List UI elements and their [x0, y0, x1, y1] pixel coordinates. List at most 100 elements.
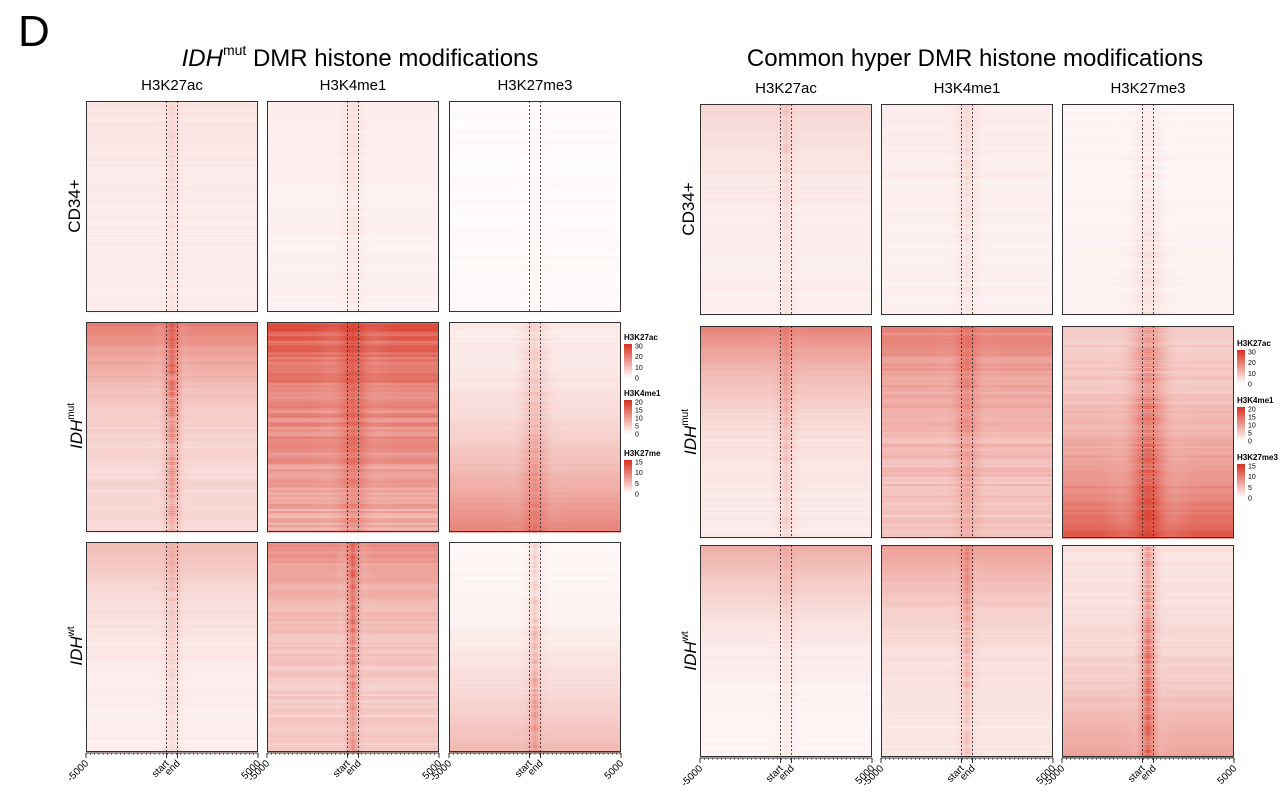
heatmap-center-strip	[700, 216, 872, 220]
heatmap-center-strip	[881, 216, 1053, 220]
heatmap-center-strip	[700, 636, 872, 640]
heatmap-center-strip	[1062, 377, 1234, 381]
heatmap-row-strip	[449, 218, 621, 222]
heatmap-center-strip	[1062, 235, 1234, 239]
heatmap-center-strip	[86, 101, 258, 104]
heatmap-center-strip	[86, 192, 258, 196]
heatmap-center-strip	[86, 558, 258, 562]
heatmap-row-strip	[267, 260, 439, 264]
heatmap-center-strip	[1062, 705, 1234, 709]
heatmap-center-strip	[700, 401, 872, 405]
heatmap-center-strip	[1062, 249, 1234, 253]
heatmap-center-strip	[86, 394, 258, 398]
heatmap-row-strip	[449, 173, 621, 177]
heatmap-center-strip	[700, 651, 872, 654]
heatmap-center-strip	[700, 150, 872, 154]
heatmap-panel-1-1-0	[700, 326, 872, 539]
heatmap-center-strip	[449, 560, 621, 564]
heatmap-row-strip	[449, 262, 621, 266]
heatmap-center-strip	[267, 406, 439, 409]
heatmap-center-strip	[267, 215, 439, 219]
heatmap-center-strip	[449, 747, 621, 751]
heatmap-center-strip	[267, 431, 439, 435]
heatmap-center-strip	[700, 716, 872, 720]
legend-tick-label: 10	[1248, 474, 1256, 481]
heatmap-center-strip	[449, 724, 621, 727]
heatmap-center-strip	[267, 157, 439, 161]
heatmap-center-strip	[267, 378, 439, 381]
heatmap-row-strip	[267, 300, 439, 304]
heatmap-center-strip	[700, 580, 872, 584]
heatmap-center-strip	[86, 385, 258, 388]
heatmap-center-strip	[1062, 613, 1234, 617]
heatmap-center-strip	[700, 160, 872, 164]
heatmap-center-strip	[267, 747, 439, 751]
heatmap-center-strip	[881, 104, 1053, 107]
heatmap-row-strip	[1062, 179, 1234, 182]
heatmap-center-strip	[449, 331, 621, 335]
heatmap-center-strip	[700, 486, 872, 490]
heatmap-row-strip	[267, 108, 439, 111]
heatmap-center-strip	[881, 125, 1053, 129]
right-col-label-h3k4me1: H3K4me1	[933, 80, 1001, 97]
heatmap-center-strip	[881, 335, 1053, 339]
heatmap-center-strip	[700, 169, 872, 173]
legend-tick-label: 0	[635, 376, 639, 383]
heatmap-center-strip	[449, 731, 621, 734]
heatmap-center-strip	[881, 523, 1053, 527]
heatmap-center-strip	[449, 366, 621, 370]
heatmap-center-strip	[1062, 674, 1234, 678]
heatmap-center-strip	[86, 194, 258, 198]
heatmap-center-strip	[1062, 298, 1234, 302]
heatmap-center-strip	[86, 300, 258, 304]
heatmap-center-strip	[700, 377, 872, 381]
heatmap-center-strip	[1062, 587, 1234, 591]
heatmap-center-strip	[1062, 639, 1234, 643]
heatmap-center-strip	[881, 745, 1053, 749]
heatmap-row-strip	[449, 101, 621, 104]
heatmap-center-strip	[700, 505, 872, 508]
heatmap-center-strip	[449, 361, 621, 365]
heatmap-center-strip	[267, 389, 439, 393]
heatmap-center-strip	[700, 256, 872, 260]
heatmap-center-strip	[86, 494, 258, 498]
heatmap-center-strip	[881, 728, 1053, 732]
heatmap-center-strip	[1062, 417, 1234, 421]
heatmap-center-strip	[700, 601, 872, 605]
heatmap-row-strip	[449, 201, 621, 205]
heatmap-center-strip	[881, 232, 1053, 236]
heatmap-center-strip	[881, 389, 1053, 393]
heatmap-center-strip	[267, 364, 439, 367]
heatmap-center-strip	[881, 707, 1053, 711]
heatmap-center-strip	[1062, 502, 1234, 506]
heatmap-center-strip	[881, 143, 1053, 147]
heatmap-row-strip	[267, 244, 439, 247]
heatmap-center-strip	[881, 693, 1053, 697]
heatmap-center-strip	[86, 712, 258, 716]
heatmap-center-strip	[1062, 384, 1234, 388]
heatmap-center-strip	[881, 613, 1053, 617]
heatmap-center-strip	[267, 380, 439, 384]
heatmap-center-strip	[881, 193, 1053, 197]
heatmap-center-strip	[881, 401, 1053, 405]
heatmap-center-strip	[86, 691, 258, 695]
heatmap-center-strip	[881, 209, 1053, 213]
heatmap-center-strip	[881, 669, 1053, 673]
heatmap-center-strip	[1062, 479, 1234, 483]
heatmap-center-strip	[1062, 225, 1234, 229]
heatmap-center-strip	[881, 460, 1053, 464]
heatmap-center-strip	[449, 427, 621, 430]
heatmap-center-strip	[449, 663, 621, 667]
heatmap-center-strip	[86, 651, 258, 655]
heatmap-center-strip	[267, 698, 439, 702]
heatmap-center-strip	[86, 290, 258, 294]
heatmap-center-strip	[1062, 333, 1234, 337]
legend-tick-label: 20	[1248, 407, 1256, 414]
heatmap-center-strip	[267, 579, 439, 583]
heatmap-center-strip	[700, 700, 872, 704]
heatmap-center-strip	[86, 154, 258, 158]
heatmap-center-strip	[449, 483, 621, 486]
heatmap-center-strip	[881, 603, 1053, 607]
heatmap-center-strip	[267, 642, 439, 646]
